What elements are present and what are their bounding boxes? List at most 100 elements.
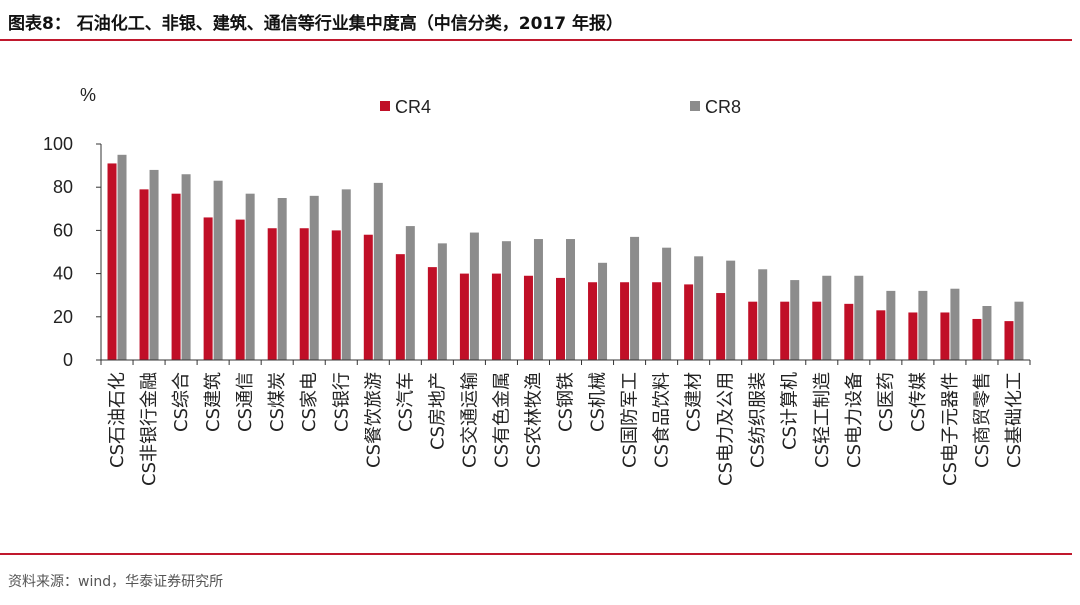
bar-cr8	[918, 290, 928, 360]
x-category-label: CS非银行金融	[139, 372, 160, 486]
x-category-label: CS计算机	[780, 372, 801, 450]
bar-cr8	[566, 239, 575, 360]
x-category-label: CS电力设备	[844, 372, 865, 468]
y-axis: 0 20 40 60 80 100	[43, 134, 102, 370]
bar-cr8	[662, 247, 672, 360]
x-category-label: CS综合	[171, 372, 192, 432]
bar-cr4	[491, 273, 501, 360]
y-tick-label: 60	[53, 220, 73, 240]
bar-cr4	[780, 301, 790, 360]
bar-cr4	[748, 301, 758, 360]
x-category-label: CS餐饮旅游	[363, 372, 384, 468]
x-category-label: CS轻工制造	[812, 372, 833, 468]
y-tick-label: 40	[53, 264, 73, 284]
bar-cr8	[469, 232, 479, 360]
bar-cr4	[299, 228, 309, 360]
y-tick-label: 0	[63, 350, 73, 370]
bar-cr8	[149, 169, 159, 360]
bar-cr4	[107, 163, 117, 360]
bar-cr8	[405, 226, 415, 360]
bar-cr8	[309, 195, 319, 360]
legend-swatch-cr4	[380, 101, 390, 111]
bar-cr4	[684, 284, 694, 360]
y-tick-label: 20	[53, 307, 73, 327]
bar-cr4	[235, 219, 245, 360]
x-category-label: CS农林牧渔	[523, 372, 544, 468]
top-rule	[0, 39, 1072, 41]
y-unit-label: %	[80, 85, 96, 105]
x-category-label: CS国防军工	[620, 372, 641, 468]
bottom-rule	[0, 553, 1072, 555]
legend-label-cr8: CR8	[705, 97, 741, 117]
bar-cr8	[726, 260, 736, 360]
x-category-label: CS电力及公用	[716, 372, 737, 486]
bar-cr4	[876, 310, 886, 360]
x-category-label: CS交通运输	[459, 372, 480, 468]
bar-cr8	[982, 306, 992, 360]
bar-cr8	[822, 275, 832, 360]
bar-cr4	[716, 293, 726, 360]
bars	[107, 154, 1024, 360]
x-category-label: CS煤炭	[267, 372, 288, 432]
x-category-label: CS商贸零售	[972, 372, 993, 468]
bar-cr8	[790, 280, 800, 360]
legend: CR4 CR8	[380, 97, 741, 117]
bar-cr8	[598, 262, 608, 360]
y-tick-label: 80	[53, 177, 73, 197]
bar-cr4	[556, 277, 565, 360]
bar-cr4	[459, 273, 469, 360]
bar-cr4	[620, 282, 630, 360]
bar-cr4	[331, 230, 341, 360]
x-category-label: CS钢铁	[556, 372, 577, 432]
bar-cr4	[844, 303, 854, 360]
bar-cr8	[501, 241, 511, 360]
bar-cr4	[908, 312, 918, 360]
bar-cr8	[1014, 301, 1024, 360]
bar-cr8	[373, 182, 383, 360]
bar-cr4	[812, 301, 822, 360]
bar-cr8	[117, 154, 127, 360]
bar-cr8	[854, 275, 864, 360]
source-note: 资料来源：wind，华泰证券研究所	[8, 574, 224, 590]
x-category-label: CS银行	[331, 372, 352, 432]
bar-cr4	[588, 282, 598, 360]
bar-cr8	[341, 189, 351, 360]
bar-cr4	[363, 234, 373, 360]
x-category-label: CS食品饮料	[652, 372, 673, 468]
bar-cr8	[630, 236, 640, 360]
bar-cr4	[171, 193, 181, 360]
bar-cr4	[652, 282, 662, 360]
legend-label-cr4: CR4	[395, 97, 431, 117]
x-category-label: CS机械	[588, 372, 609, 432]
bar-cr4	[203, 217, 213, 360]
x-category-label: CS有色金属	[491, 372, 512, 468]
figure-title: 图表8： 石油化工、非银、建筑、通信等行业集中度高（中信分类，2017 年报）	[8, 14, 623, 34]
bar-cr8	[437, 243, 447, 360]
legend-swatch-cr8	[690, 101, 700, 111]
bar-cr4	[1004, 321, 1014, 360]
x-category-label: CS房地产	[427, 372, 448, 450]
y-tick-label: 100	[43, 134, 73, 154]
bar-cr4	[395, 254, 405, 360]
bar-cr4	[139, 189, 149, 360]
bar-cr8	[245, 193, 255, 360]
x-category-label: CS石油石化	[107, 372, 128, 468]
bar-cr4	[267, 228, 277, 360]
x-category-label: CS电子元器件	[940, 372, 961, 486]
bar-cr8	[533, 239, 543, 360]
bar-cr8	[950, 288, 960, 360]
x-category-label: CS建材	[684, 372, 705, 432]
bar-cr8	[886, 290, 896, 360]
x-category-label: CS传媒	[908, 372, 929, 432]
x-category-label: CS建筑	[203, 372, 224, 432]
bar-cr4	[972, 318, 982, 360]
bar-cr8	[277, 198, 287, 360]
bar-cr8	[213, 180, 223, 360]
bar-cr8	[694, 256, 704, 360]
x-category-label: CS纺织服装	[748, 372, 769, 468]
bar-cr4	[940, 312, 950, 360]
concentration-bar-chart: % CR4 CR8 0 20 40 60 80 100 CS石油石化 CS非银行金融 CS综合 C…	[43, 85, 1031, 486]
x-category-label: CS汽车	[395, 372, 416, 432]
bar-cr8	[181, 174, 191, 360]
bar-cr4	[427, 267, 437, 360]
